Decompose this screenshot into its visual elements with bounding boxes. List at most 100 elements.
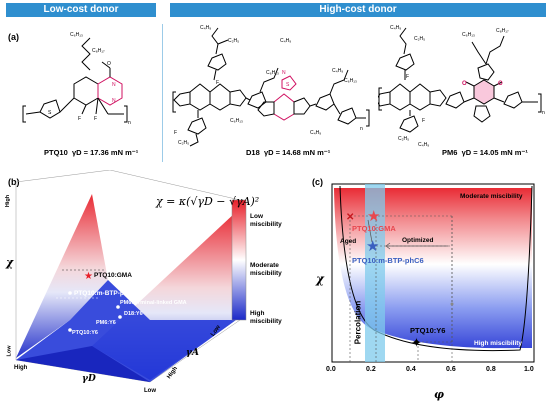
svg-text:C₂H₅: C₂H₅	[178, 140, 189, 146]
svg-text:C₄H₉: C₄H₉	[200, 25, 211, 31]
high-miscibility-label: High miscibility	[474, 340, 523, 347]
equation: χ = κ(√γD − √γA)²	[156, 195, 260, 208]
low-cost-header: Low-cost donor	[6, 3, 156, 17]
svg-text:F: F	[78, 116, 81, 122]
svg-text:O: O	[462, 81, 467, 87]
d18-label: D18	[246, 148, 260, 157]
point-label-ptq10y6-text: PTQ10:Y6	[72, 330, 98, 336]
svg-text:n: n	[542, 110, 545, 116]
svg-text:C₂H₅: C₂H₅	[398, 136, 409, 142]
phase-diagram: ✕ ★ ★ ✦	[331, 183, 535, 363]
point-label-pm6y6: PM6:Y6	[96, 320, 116, 326]
svg-text:C₈H₁₇: C₈H₁₇	[496, 28, 509, 34]
gd-axis-label: γD	[82, 374, 96, 384]
point-label-btp: PTQ10:m-BTP-phC6	[74, 290, 137, 297]
surface-peak-left	[16, 194, 108, 358]
gma-label: PTQ10:GMA	[352, 224, 396, 233]
svg-text:C₂H₅: C₂H₅	[414, 36, 425, 42]
svg-text:F: F	[94, 116, 97, 122]
ptq10-structure: C₆H₁₃ C₈H₁₇ O N N S F F n	[22, 32, 131, 126]
colorbar-mid: Moderate miscibility	[250, 262, 282, 277]
gd-low-label: Low	[144, 388, 156, 394]
svg-text:C₆H₁₃: C₆H₁₃	[344, 78, 357, 84]
percolation-band	[365, 184, 385, 362]
x-tick-2: 0.4	[406, 366, 416, 373]
svg-text:C₄H₉: C₄H₉	[310, 130, 321, 136]
pm6-label: PM6	[442, 148, 458, 157]
svg-text:F: F	[216, 80, 219, 86]
colorbar-bottom: High miscibility	[250, 310, 282, 325]
svg-text:C₂H₅: C₂H₅	[228, 38, 239, 44]
ga-axis-label: γA	[186, 348, 199, 358]
d18-gamma: γD = 14.68 mN m⁻¹	[263, 148, 331, 157]
x-axis-label: φ	[434, 388, 444, 401]
d18-structure: C₄H₉ C₂H₅ F N S C₄H₉ C₆H₁₃ C₄H₉ C₆H₁₃ F …	[172, 25, 370, 147]
point-btp	[68, 291, 72, 295]
svg-text:S: S	[48, 110, 52, 116]
btp-label: PTQ10:m-BTP-phC6	[352, 256, 424, 265]
svg-text:N: N	[112, 82, 116, 88]
divider	[162, 24, 163, 162]
point-ptq10y6	[68, 328, 72, 332]
svg-text:n: n	[128, 120, 131, 126]
y-axis-label: χ	[316, 272, 324, 286]
svg-text:O: O	[107, 61, 111, 67]
pm6-gamma: γD = 14.05 mN m⁻¹	[461, 148, 528, 157]
ptq10-gamma: γD = 17.36 mN m⁻¹	[71, 148, 139, 157]
colorbar-top: Low miscibility	[250, 213, 282, 228]
svg-text:C₄H₉: C₄H₉	[280, 38, 291, 44]
aged-label: Aged	[340, 238, 357, 245]
optimized-label: Optimized	[402, 237, 434, 244]
svg-text:C₈H₁₇: C₈H₁₇	[92, 48, 105, 54]
svg-text:C₆H₁₃: C₆H₁₃	[70, 32, 83, 38]
pm6-structure: O O C₄H₉ C₂H₅ C₆H₁₃ C₈H₁₇ F F C₂H₅ C₄H₉ …	[378, 25, 545, 147]
point-d18y6	[118, 315, 122, 319]
percolation-label: Percolation	[353, 300, 363, 345]
x-tick-4: 0.8	[486, 366, 496, 373]
svg-text:F: F	[406, 74, 409, 80]
point-pm6-gma	[116, 305, 120, 309]
moderate-miscibility-label: Moderate miscibility	[460, 193, 523, 200]
colorbar	[231, 199, 247, 321]
svg-text:C₄H₉: C₄H₉	[418, 142, 429, 147]
point-gma-star: ★	[84, 271, 93, 282]
svg-text:F: F	[422, 118, 425, 124]
y6-label: PTQ10:Y6	[410, 326, 446, 335]
chi-high-label: High	[5, 194, 12, 208]
svg-text:C₄H₉: C₄H₉	[390, 25, 401, 31]
gd-high-label: High	[14, 365, 28, 371]
y6-marker: ✦	[411, 335, 422, 350]
x-tick-1: 0.2	[366, 366, 376, 373]
svg-text:N: N	[112, 98, 116, 104]
svg-text:C₆H₁₃: C₆H₁₃	[462, 32, 475, 38]
point-label-gma: PTQ10:GMA	[94, 272, 132, 279]
x-tick-0: 0.0	[326, 366, 336, 373]
ptq10-label: PTQ10	[44, 148, 68, 157]
ptq10-name: PTQ10 γD = 17.36 mN m⁻¹	[44, 148, 138, 157]
point-label-pm6gma: PM6:terminal-linked GMA	[120, 300, 187, 306]
x-tick-3: 0.6	[446, 366, 456, 373]
binodal-curve	[339, 185, 533, 352]
chi-low-label: Low	[6, 345, 13, 357]
panel-a-label: (a)	[8, 32, 19, 42]
d18-name: D18 γD = 14.68 mN m⁻¹	[246, 148, 330, 157]
panel-b-label: (b)	[8, 177, 20, 187]
svg-text:n: n	[360, 126, 363, 132]
svg-text:C₆H₁₃: C₆H₁₃	[230, 118, 243, 124]
svg-text:O: O	[498, 81, 503, 87]
miscibility-surface: ★	[15, 170, 247, 383]
svg-text:C₆H₁₃: C₆H₁₃	[266, 70, 279, 76]
svg-text:S: S	[286, 82, 290, 88]
point-label-d18y6: D18:Y6	[124, 311, 143, 317]
pm6-name: PM6 γD = 14.05 mN m⁻¹	[442, 148, 528, 157]
aged-x-marker: ✕	[346, 212, 354, 223]
panel-c-label: (c)	[312, 177, 323, 187]
svg-text:F: F	[174, 130, 177, 136]
high-cost-header: High-cost donor	[170, 3, 546, 17]
svg-text:N: N	[282, 70, 286, 76]
btp-star: ★	[366, 238, 379, 255]
x-tick-5: 1.0	[524, 366, 534, 373]
gma-star: ★	[367, 208, 380, 225]
svg-text:C₄H₉: C₄H₉	[332, 68, 343, 74]
chi-axis-label: χ	[6, 256, 14, 269]
